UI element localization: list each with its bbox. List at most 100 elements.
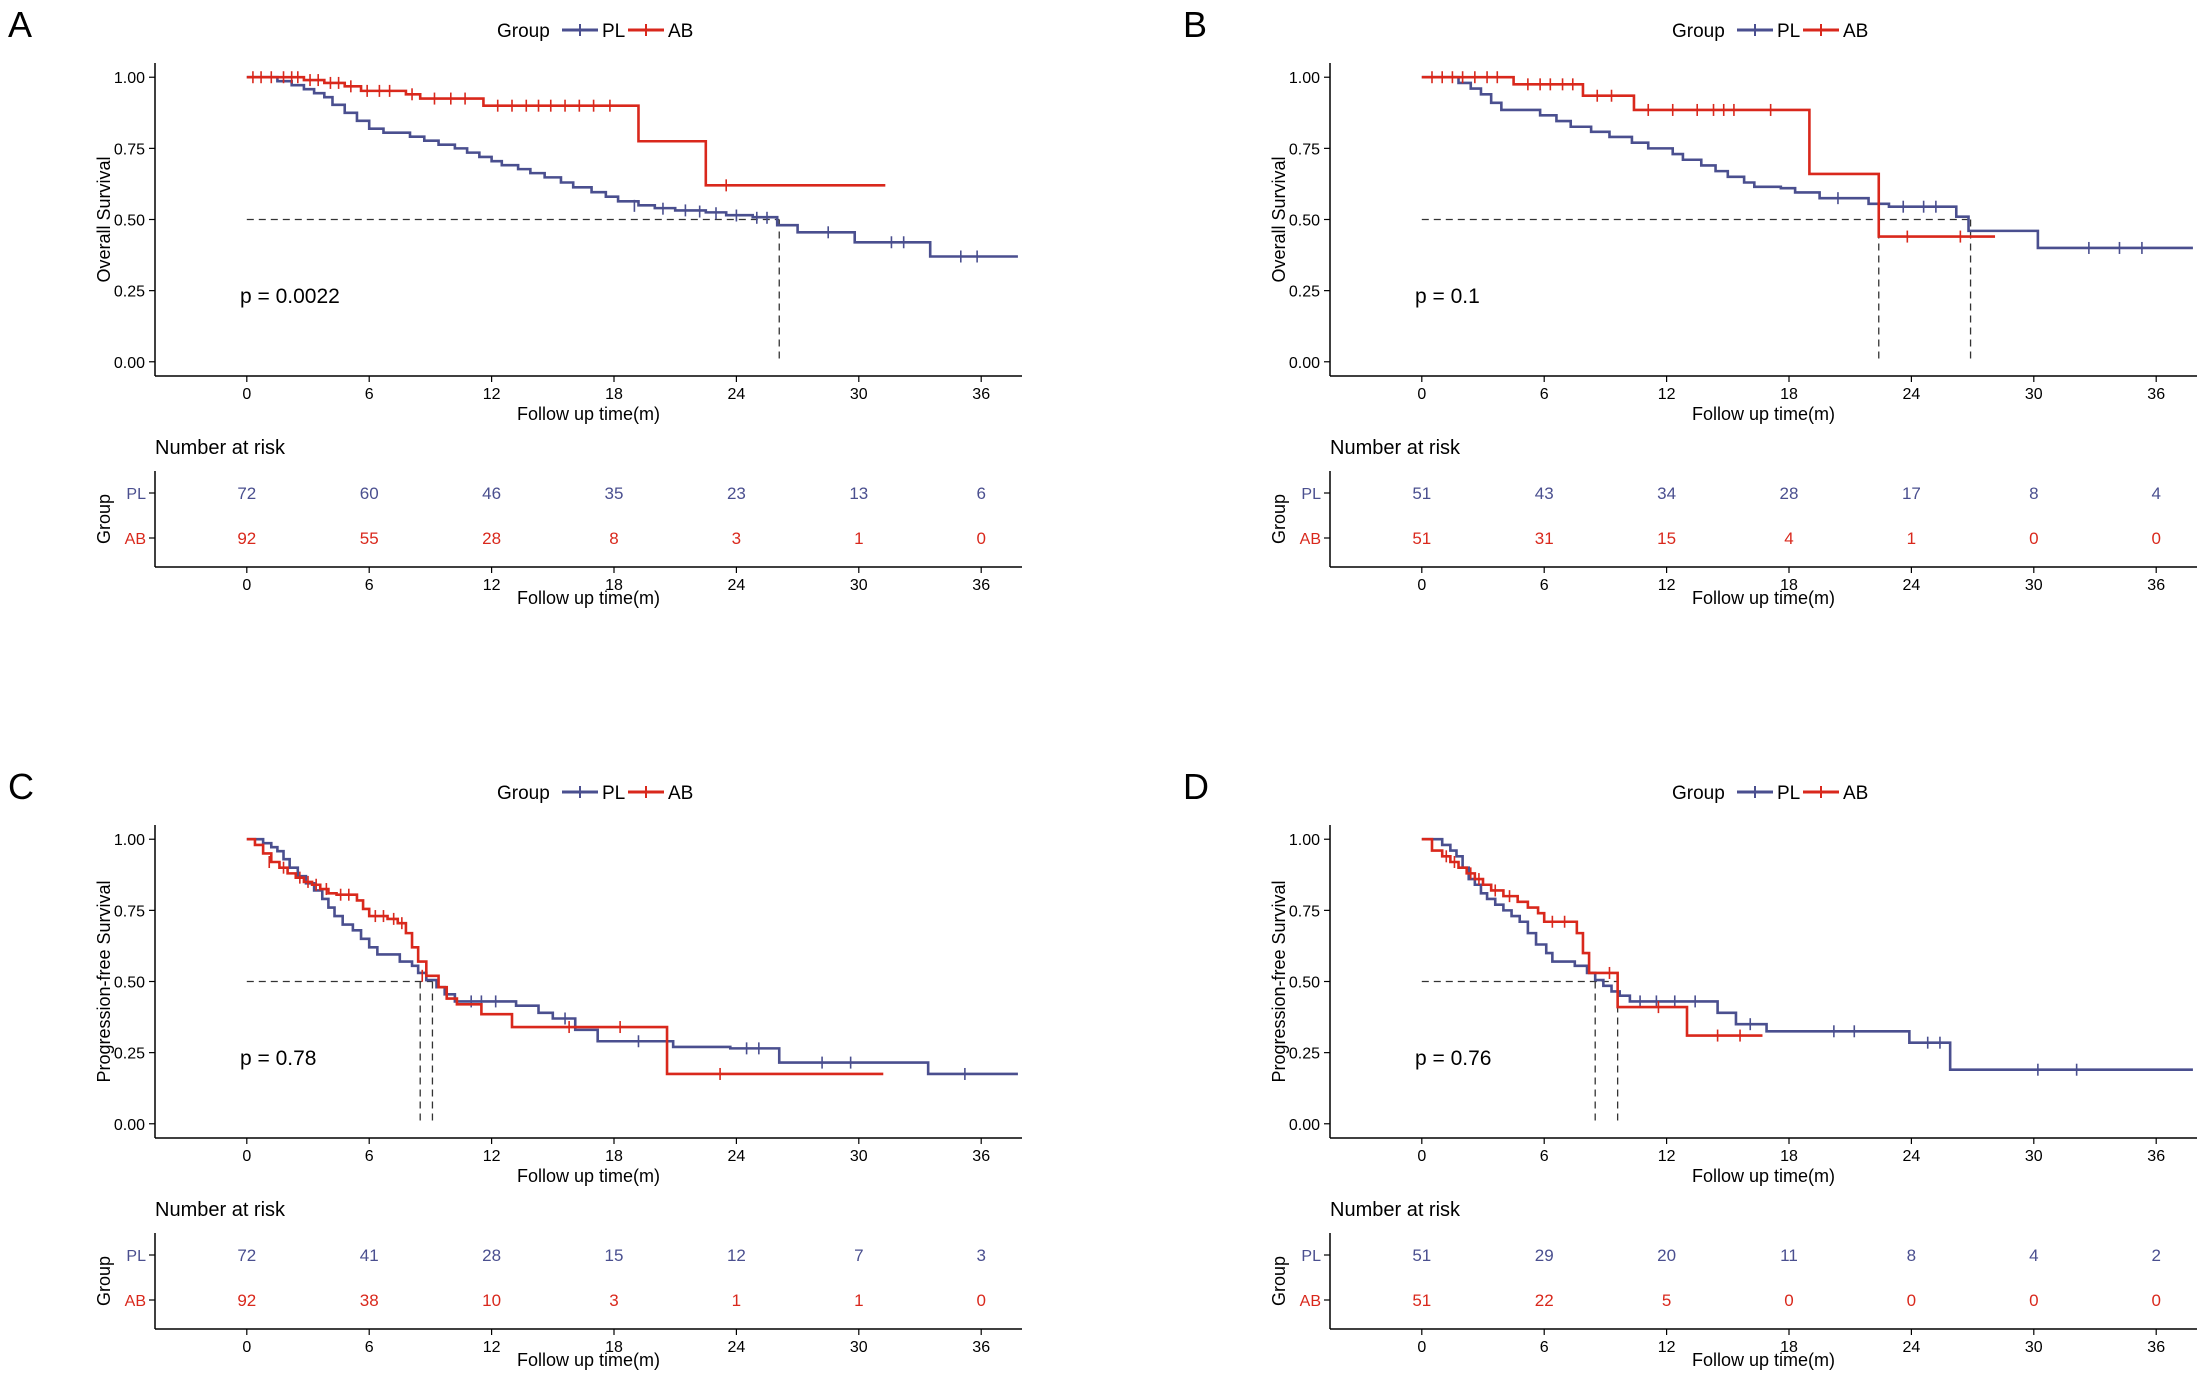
x-axis-title: Follow up time(m)	[517, 1166, 660, 1186]
x-tick-label: 12	[1658, 1148, 1676, 1165]
risk-row-label-pl: PL	[1301, 486, 1321, 503]
legend-label-ab: AB	[1843, 783, 1868, 804]
panel-b: B Group PL AB0.000.250.500.751.000 6 12 18 24 30…	[1183, 4, 2197, 608]
panel-label: D	[1183, 766, 1209, 807]
risk-row-label-ab: AB	[125, 1293, 146, 1310]
risk-count-ab: 0	[2151, 529, 2160, 548]
risk-count-ab: 22	[1535, 1291, 1554, 1310]
x-axis-title: Follow up time(m)	[517, 404, 660, 424]
risk-count-ab: 0	[2151, 1291, 2160, 1310]
risk-count-ab: 51	[1412, 1291, 1431, 1310]
risk-count-ab: 3	[609, 1291, 618, 1310]
panel-d: D Group PL AB0.000.250.500.751.000 6 12 18 24 30…	[1183, 766, 2197, 1370]
risk-count-ab: 5	[1662, 1291, 1671, 1310]
legend-title: Group	[497, 783, 550, 804]
risk-table-x-axis-title: Follow up time(m)	[517, 588, 660, 608]
risk-count-pl: 7	[854, 1246, 863, 1265]
risk-count-ab: 0	[2029, 529, 2038, 548]
y-tick-label: 0.25	[114, 1046, 145, 1063]
legend-title: Group	[1672, 783, 1725, 804]
risk-table-x-tick-label: 6	[1540, 1339, 1549, 1356]
risk-row-label-pl: PL	[126, 486, 146, 503]
panel-c: C Group PL AB0.000.250.500.751.000 6 12 18 24 30…	[8, 766, 1022, 1370]
legend-label-ab: AB	[668, 21, 693, 42]
risk-table-title: Number at risk	[1330, 1199, 1461, 1221]
risk-count-ab: 1	[1907, 529, 1916, 548]
panel-label: A	[8, 4, 32, 45]
y-tick-label: 1.00	[114, 70, 145, 87]
legend-label-pl: PL	[1777, 21, 1800, 42]
curve-ab	[1421, 837, 1763, 1037]
x-tick-label: 36	[2147, 386, 2165, 403]
risk-count-pl: 13	[849, 484, 868, 503]
panel-a: A Group PL AB0.000.250.500.751.000 6 12 18 24 30…	[8, 4, 1022, 608]
risk-count-pl: 35	[605, 484, 624, 503]
risk-table: Number at risk PL 51 29 20 11 8 4 2 AB 51 22 5 0 0 0 0 0 6…	[1269, 1199, 2197, 1370]
x-tick-label: 6	[365, 386, 374, 403]
risk-count-ab: 4	[1784, 529, 1793, 548]
legend: Group PL AB	[497, 783, 693, 804]
curve-pl	[1421, 837, 2193, 1072]
risk-count-pl: 17	[1902, 484, 1921, 503]
x-tick-label: 36	[972, 1148, 990, 1165]
risk-count-ab: 10	[482, 1291, 501, 1310]
risk-count-ab: 1	[732, 1291, 741, 1310]
risk-table-x-tick-label: 0	[242, 1339, 251, 1356]
risk-table-x-tick-label: 12	[1658, 1339, 1676, 1356]
risk-table-x-tick-label: 6	[1540, 577, 1549, 594]
legend: Group PL AB	[1672, 783, 1868, 804]
risk-count-ab: 31	[1535, 529, 1554, 548]
risk-table-x-tick-label: 36	[2147, 577, 2165, 594]
curve-ab	[246, 75, 886, 187]
risk-count-ab: 0	[1907, 1291, 1916, 1310]
risk-table-x-tick-label: 6	[365, 577, 374, 594]
x-tick-label: 12	[483, 1148, 501, 1165]
risk-count-ab: 92	[237, 529, 256, 548]
x-tick-label: 0	[1417, 1148, 1426, 1165]
risk-count-ab: 0	[2029, 1291, 2038, 1310]
y-axis-title: Progression-free Survival	[94, 880, 114, 1082]
risk-table-x-tick-label: 24	[1903, 577, 1921, 594]
risk-count-pl: 28	[482, 1246, 501, 1265]
y-axis-title: Overall Survival	[94, 156, 114, 282]
y-tick-label: 1.00	[114, 832, 145, 849]
risk-row-label-ab: AB	[125, 531, 146, 548]
legend-label-ab: AB	[668, 783, 693, 804]
p-value: p = 0.1	[1415, 285, 1480, 308]
risk-table-x-tick-label: 12	[483, 1339, 501, 1356]
x-tick-label: 24	[1903, 1148, 1921, 1165]
y-tick-label: 0.00	[1289, 355, 1320, 372]
y-tick-label: 0.75	[1289, 903, 1320, 920]
risk-table-x-tick-label: 0	[1417, 1339, 1426, 1356]
risk-table-x-tick-label: 30	[850, 577, 868, 594]
x-tick-label: 36	[972, 386, 990, 403]
risk-table-x-tick-label: 18	[1780, 577, 1798, 594]
p-value: p = 0.76	[1415, 1047, 1491, 1070]
legend-title: Group	[497, 21, 550, 42]
risk-count-ab: 55	[360, 529, 379, 548]
risk-table-title: Number at risk	[155, 437, 286, 459]
x-tick-label: 30	[2025, 1148, 2043, 1165]
legend: Group PL AB	[1672, 21, 1868, 42]
x-tick-label: 24	[728, 1148, 746, 1165]
risk-table: Number at risk PL 51 43 34 28 17 8 4 AB 51 31 15 4 1 0 0…	[1269, 437, 2197, 608]
y-tick-label: 0.50	[1289, 975, 1320, 992]
risk-count-pl: 8	[2029, 484, 2038, 503]
y-tick-label: 0.50	[1289, 213, 1320, 230]
x-tick-label: 12	[483, 386, 501, 403]
x-tick-label: 18	[605, 1148, 623, 1165]
risk-row-label-ab: AB	[1300, 1293, 1321, 1310]
x-tick-label: 36	[2147, 1148, 2165, 1165]
risk-table-x-tick-label: 24	[1903, 1339, 1921, 1356]
legend-label-pl: PL	[602, 21, 625, 42]
curve-pl	[246, 75, 1018, 258]
risk-table-x-axis-title: Follow up time(m)	[517, 1350, 660, 1370]
risk-count-ab: 0	[976, 1291, 985, 1310]
x-tick-label: 12	[1658, 386, 1676, 403]
legend-title: Group	[1672, 21, 1725, 42]
x-tick-label: 30	[2025, 386, 2043, 403]
risk-count-pl: 72	[237, 1246, 256, 1265]
risk-count-pl: 29	[1535, 1246, 1554, 1265]
